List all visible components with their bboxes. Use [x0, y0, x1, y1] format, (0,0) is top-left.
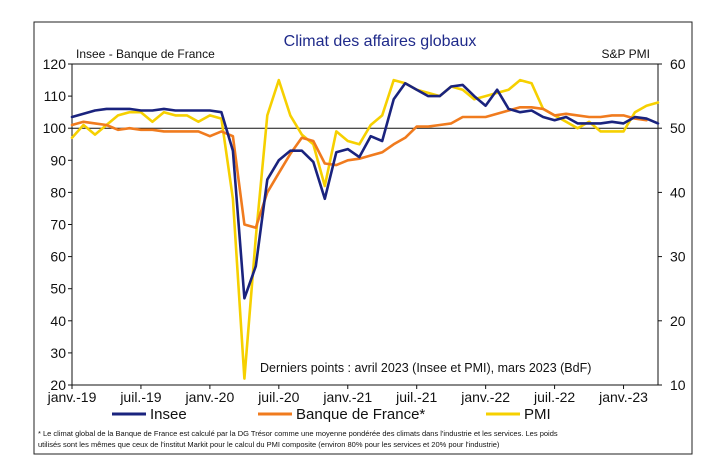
legend-label-pmi: PMI: [524, 406, 551, 423]
series-line-insee: [70, 82, 660, 300]
y-left-tick-label: 90: [50, 152, 66, 168]
y-left-tick-label: 50: [50, 281, 66, 297]
y-left-tick-label: 110: [44, 88, 67, 104]
y-left-tick-label: 20: [50, 377, 66, 393]
footnote-line-2: utilisés sont les mêmes que ceux de l'in…: [38, 440, 500, 449]
x-tick-label: juil.-20: [257, 389, 299, 405]
legend: Insee Banque de France* PMI: [112, 406, 551, 423]
legend-label-insee: Insee: [150, 406, 187, 423]
plot-area: [71, 63, 659, 386]
x-tick-label: janv.-22: [460, 389, 510, 405]
y-left-tick-label: 120: [43, 56, 67, 72]
right-axis-label: S&P PMI: [602, 47, 650, 61]
x-tick-label: janv.-23: [598, 389, 648, 405]
y-left-tick-label: 80: [50, 184, 66, 200]
legend-label-bdf: Banque de France*: [296, 406, 425, 423]
left-axis-label: Insee - Banque de France: [76, 47, 215, 61]
y-right-tick-label: 50: [670, 120, 686, 136]
last-points-annotation: Derniers points : avril 2023 (Insee et P…: [260, 361, 591, 375]
footnote-line-1: * Le climat global de la Banque de Franc…: [38, 429, 558, 438]
x-tick-label: juil.-22: [533, 389, 575, 405]
y-right-tick-label: 40: [670, 184, 686, 200]
chart-title: Climat des affaires globaux: [284, 33, 477, 50]
series-line-banque-de-france: [70, 106, 648, 229]
x-tick-label: janv.-19: [47, 389, 97, 405]
y-left-tick-label: 60: [50, 249, 66, 265]
x-tick-label: janv.-21: [322, 389, 372, 405]
y-left-tick-label: 100: [43, 120, 67, 136]
x-tick-label: juil.-19: [119, 389, 161, 405]
series-line-pmi: [70, 78, 660, 380]
y-left-tick-label: 40: [50, 313, 66, 329]
y-right-tick-label: 10: [670, 377, 686, 393]
y-right-tick-label: 30: [670, 249, 686, 265]
x-tick-label: janv.-20: [184, 389, 234, 405]
x-tick-label: juil.-21: [395, 389, 437, 405]
y-left-tick-label: 30: [50, 345, 66, 361]
y-left-tick-label: 70: [50, 217, 66, 233]
chart-frame: [33, 21, 693, 455]
y-right-tick-label: 60: [670, 56, 686, 72]
y-right-tick-label: 20: [670, 313, 686, 329]
